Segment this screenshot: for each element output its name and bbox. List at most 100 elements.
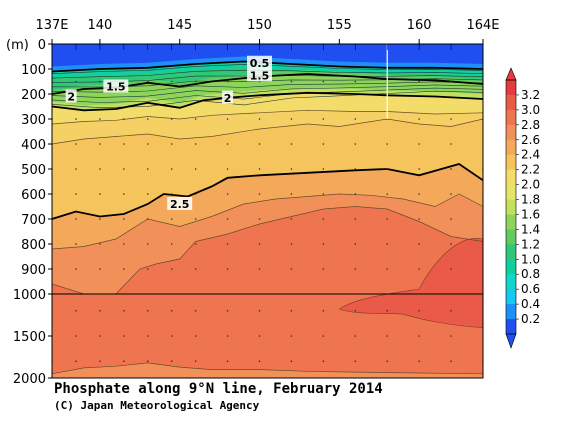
station-dot	[258, 168, 261, 170]
colorbar-label: 1.6	[521, 207, 540, 221]
station-dot	[322, 143, 325, 145]
station-dot	[99, 168, 101, 170]
station-dot	[146, 143, 149, 145]
y-tick-label: 1500	[13, 330, 46, 345]
station-dot	[450, 168, 452, 170]
colorbar-label: 2.6	[521, 133, 540, 147]
station-dot	[226, 168, 229, 170]
colorbar-segment	[506, 304, 516, 320]
contour-label-bg	[65, 89, 77, 103]
station-dot	[123, 335, 125, 337]
y-tick-label: 200	[21, 88, 46, 103]
station-dot	[194, 168, 197, 170]
station-dot	[290, 193, 293, 195]
station-dot	[194, 335, 197, 337]
station-dot	[290, 310, 293, 312]
station-dot	[194, 193, 197, 195]
station-dot	[386, 335, 389, 337]
contour-label: 2	[224, 92, 232, 105]
station-dot	[322, 268, 325, 270]
colorbar-label: 3.2	[521, 88, 540, 102]
chart-credit: (C) Japan Meteorological Agency	[54, 399, 260, 412]
station-dot	[99, 360, 101, 363]
station-dot	[194, 218, 197, 220]
contour-label-bg	[247, 55, 273, 69]
station-dot	[99, 118, 101, 120]
station-dot	[123, 168, 125, 170]
station-dot	[170, 310, 173, 312]
station-dot	[386, 360, 389, 363]
station-dot	[146, 310, 149, 312]
station-dot	[322, 310, 325, 312]
station-dot	[194, 268, 197, 270]
colorbar-label: 2.0	[521, 178, 540, 192]
colorbar-segment	[506, 154, 516, 170]
station-dot	[226, 268, 229, 270]
station-dot	[75, 168, 77, 170]
station-dot	[290, 118, 293, 120]
contour-c2_7	[52, 206, 483, 295]
station-dot	[450, 118, 452, 120]
contour-label-bg	[247, 68, 273, 82]
station-dot	[386, 310, 389, 312]
station-dot	[258, 268, 261, 270]
band-2-8-patch	[338, 238, 483, 328]
x-tick-label: 160	[407, 18, 432, 33]
contour-c2_3	[52, 109, 483, 125]
station-dot	[354, 310, 357, 312]
station-dot	[418, 143, 420, 145]
station-dot	[123, 193, 125, 195]
station-dot	[146, 168, 149, 170]
colorbar-label: 0.4	[521, 297, 540, 311]
station-dot	[226, 243, 229, 245]
station-dot	[170, 335, 173, 337]
station-dot	[226, 143, 229, 145]
colorbar-segment	[506, 289, 516, 305]
station-dot	[354, 335, 357, 337]
y-tick-label: 900	[21, 263, 46, 278]
station-dot	[322, 243, 325, 245]
station-dot	[99, 268, 101, 270]
band-2-7	[52, 206, 483, 378]
station-dot	[450, 310, 452, 312]
station-dot	[418, 118, 420, 120]
contour-label-bg	[103, 79, 129, 93]
y-tick-label: 0	[38, 38, 46, 53]
station-dot	[75, 360, 77, 363]
plot-area	[52, 44, 483, 378]
colorbar-label: 1.2	[521, 237, 540, 251]
station-dot	[418, 193, 420, 195]
station-dot	[386, 218, 389, 220]
station-dot	[290, 168, 293, 170]
station-dot	[170, 193, 173, 195]
contour-label: 0.5	[250, 57, 270, 70]
station-dot	[450, 360, 452, 363]
station-dot	[258, 310, 261, 312]
colorbar-label: 2.8	[521, 118, 540, 132]
station-dot	[123, 243, 125, 245]
station-dot	[226, 218, 229, 220]
colorbar-segment	[506, 124, 516, 141]
colorbar-label: 2.2	[521, 163, 540, 177]
station-dot	[170, 360, 173, 363]
station-dot	[258, 360, 261, 363]
y-unit-label: (m)	[6, 38, 29, 53]
x-tick-label: 150	[247, 18, 272, 33]
x-tick-label: 164E	[466, 18, 499, 33]
station-dot	[99, 218, 101, 220]
colorbar-label: 3.0	[521, 103, 540, 117]
y-tick-label: 300	[21, 113, 46, 128]
contour-label: 2	[67, 91, 75, 104]
station-dot	[146, 243, 149, 245]
station-dot	[354, 360, 357, 363]
station-dot	[226, 310, 229, 312]
colorbar-segment	[506, 274, 516, 290]
station-dot	[354, 143, 357, 145]
station-dot	[418, 310, 420, 312]
station-dot	[450, 243, 452, 245]
station-dot	[99, 80, 101, 83]
station-dot	[354, 168, 357, 170]
chart-title: Phosphate along 9°N line, February 2014	[54, 381, 383, 397]
